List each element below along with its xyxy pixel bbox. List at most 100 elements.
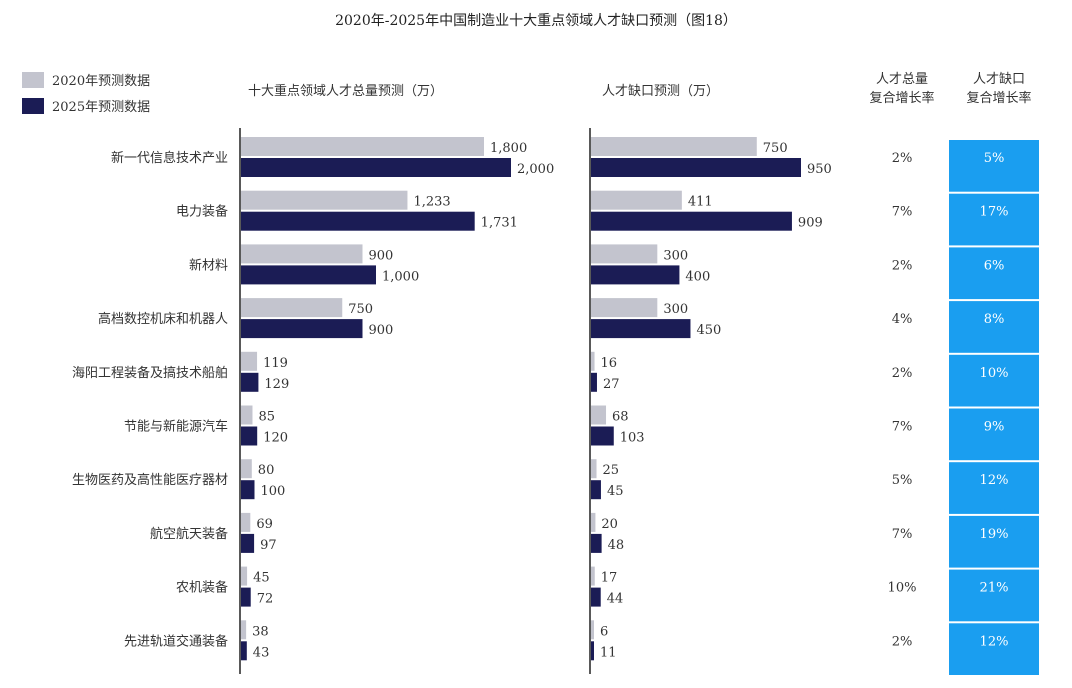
gap-bar-2025	[591, 533, 602, 553]
category-label: 高档数控机床和机器人	[98, 311, 228, 327]
total-panel-title: 十大重点领域人才总量预测（万）	[248, 84, 444, 99]
category-label: 先进轨道交通装备	[124, 633, 228, 649]
total-bar-2020	[241, 190, 408, 210]
total-cagr-value: 2%	[892, 366, 913, 381]
gap-cagr-value: 12%	[980, 473, 1009, 488]
category-label: 航空航天装备	[150, 526, 228, 542]
total-cagr-header-line1: 人才总量	[875, 72, 928, 87]
gap-cagr-cell	[949, 354, 1039, 407]
total-bar-2025	[241, 265, 376, 285]
total-value-label-2025: 1,731	[481, 216, 518, 231]
gap-cagr-cell	[949, 462, 1039, 514]
gap-value-label-2020: 17	[601, 571, 618, 586]
category-label: 生物医药及高性能医疗器材	[72, 472, 228, 488]
total-cagr-header: 人才总量 复合增长率	[862, 70, 942, 108]
total-value-label-2025: 2,000	[517, 162, 554, 177]
gap-cagr-value: 8%	[984, 312, 1005, 327]
total-bar-2020	[241, 244, 363, 264]
gap-value-label-2025: 909	[798, 216, 823, 231]
gap-panel-title: 人才缺口预测（万）	[602, 84, 720, 99]
gap-bar-2020	[591, 351, 595, 371]
total-cagr-value: 7%	[892, 420, 913, 435]
total-value-label-2025: 97	[260, 538, 277, 553]
gap-cagr-cell	[949, 301, 1039, 353]
gap-bar-2020	[591, 459, 597, 479]
total-bar-2020	[241, 620, 247, 640]
total-value-label-2020: 900	[369, 248, 394, 263]
gap-bar-2020	[591, 620, 594, 640]
gap-cagr-value: 17%	[980, 205, 1009, 220]
legend-label-2020: 2020年预测数据	[52, 74, 151, 89]
gap-value-label-2025: 103	[620, 431, 645, 446]
total-bar-2025	[241, 533, 255, 553]
gap-bar-2025	[591, 587, 601, 607]
gap-cagr-header-line1: 人才缺口	[972, 72, 1025, 87]
total-value-label-2020: 1,233	[413, 195, 450, 210]
gap-bar-2025	[591, 480, 601, 500]
gap-value-label-2025: 27	[603, 377, 620, 392]
gap-value-label-2020: 300	[663, 302, 688, 317]
total-value-label-2020: 80	[258, 463, 275, 478]
gap-cagr-header-line2: 复合增长率	[966, 91, 1032, 106]
gap-bar-2020	[591, 405, 607, 425]
total-cagr-header-line2: 复合增长率	[869, 91, 935, 106]
total-value-label-2025: 43	[253, 645, 270, 660]
gap-value-label-2025: 45	[607, 484, 624, 499]
total-value-label-2025: 129	[264, 377, 289, 392]
category-label: 海阳工程装备及搞技术船舶	[72, 365, 228, 381]
gap-value-label-2025: 450	[696, 323, 721, 338]
total-value-label-2020: 1,800	[490, 141, 527, 156]
total-bar-2020	[241, 459, 252, 479]
gap-cagr-value: 21%	[980, 581, 1009, 596]
total-value-label-2020: 45	[253, 571, 270, 586]
total-bar-2020	[241, 351, 258, 371]
gap-value-label-2025: 11	[600, 645, 617, 660]
gap-value-label-2020: 16	[601, 356, 618, 371]
gap-bar-2025	[591, 211, 792, 231]
gap-bar-2025	[591, 372, 597, 392]
total-bar-2020	[241, 137, 484, 156]
total-cagr-value: 4%	[892, 312, 913, 327]
gap-bar-2020	[591, 298, 658, 318]
total-cagr-value: 5%	[892, 473, 913, 488]
gap-cagr-value: 5%	[984, 151, 1005, 166]
total-cagr-value: 2%	[892, 258, 913, 273]
total-value-label-2025: 1,000	[382, 269, 419, 284]
total-bar-2025	[241, 319, 363, 339]
gap-bar-2020	[591, 190, 682, 210]
legend-item-2025: 2025年预测数据	[22, 96, 150, 115]
gap-cagr-value: 10%	[980, 366, 1009, 381]
gap-bar-2025	[591, 641, 594, 661]
gap-cagr-value: 9%	[984, 420, 1005, 435]
gap-cagr-header: 人才缺口 复合增长率	[954, 70, 1044, 108]
total-bar-2020	[241, 298, 343, 318]
total-bar-2020	[241, 405, 253, 425]
legend-label-2025: 2025年预测数据	[52, 100, 151, 115]
total-cagr-value: 10%	[888, 581, 917, 596]
total-bar-2020	[241, 512, 251, 532]
gap-cagr-cell	[949, 140, 1039, 192]
total-value-label-2020: 38	[252, 624, 269, 639]
gap-value-label-2020: 68	[612, 410, 629, 425]
gap-bar-2020	[591, 137, 757, 156]
total-bar-2025	[241, 641, 247, 661]
total-bar-2025	[241, 372, 259, 392]
category-label: 电力装备	[176, 204, 228, 220]
total-cagr-value: 2%	[892, 151, 913, 166]
gap-bar-2020	[591, 512, 596, 532]
gap-cagr-cell	[949, 515, 1039, 568]
total-bar-2025	[241, 158, 511, 177]
gap-bar-2025	[591, 426, 614, 446]
gap-cagr-value: 12%	[980, 634, 1009, 649]
gap-cagr-cell	[949, 408, 1039, 461]
gap-value-label-2020: 411	[688, 195, 713, 210]
gap-cagr-value: 6%	[984, 258, 1005, 273]
gap-value-label-2020: 6	[600, 624, 608, 639]
chart-title: 2020年-2025年中国制造业十大重点领域人才缺口预测（图18）	[335, 13, 737, 29]
total-value-label-2025: 100	[261, 484, 286, 499]
gap-value-label-2025: 950	[807, 162, 832, 177]
total-value-label-2020: 85	[258, 410, 275, 425]
legend-swatch-2020	[22, 71, 44, 88]
total-bar-2025	[241, 480, 255, 500]
gap-cagr-cell	[949, 569, 1039, 622]
